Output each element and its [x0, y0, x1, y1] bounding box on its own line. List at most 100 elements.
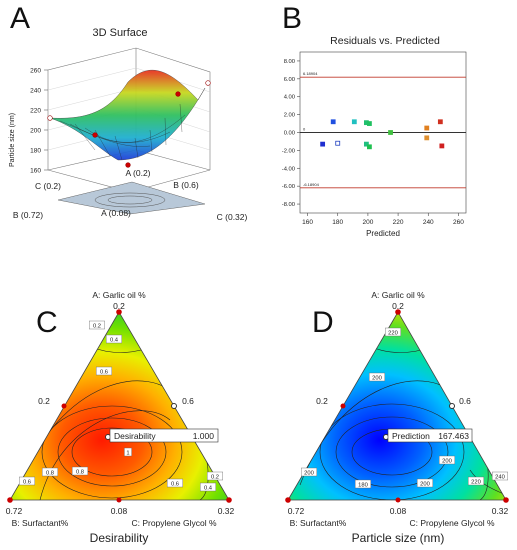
panel-c-letter: C [36, 306, 58, 339]
edge-value-left: 0.2 [38, 396, 50, 406]
contour-label-box [301, 467, 318, 477]
vertex-point-right [503, 497, 509, 503]
optimum-value: 1.000 [193, 431, 215, 441]
residual-point [439, 143, 445, 149]
axis-label-b-low: B (0.72) [13, 210, 43, 220]
edge-value-right: 0.6 [459, 396, 471, 406]
contour-label-box [385, 327, 402, 337]
contour-label: 0.8 [76, 470, 84, 476]
contour-label: 0.6 [23, 480, 31, 486]
contour-label: 0.2 [93, 324, 101, 330]
edge-value-right: 0.6 [182, 396, 194, 406]
x-axis-label: Predicted [366, 229, 400, 238]
x-tick-label: 180 [332, 219, 343, 226]
x-tick-label: 160 [302, 219, 313, 226]
y-tick-label: 6.00 [284, 77, 295, 83]
z-axis-label: Particle size (nm) [9, 113, 16, 167]
y-tick-label: 8.00 [284, 59, 295, 65]
y-tick-label: -4.00 [282, 166, 295, 172]
z-axis-ticks: 160 180 200 220 240 260 [30, 68, 48, 175]
optimum-label: Prediction [392, 431, 430, 441]
contour-label-box [492, 471, 509, 481]
optimum-value: 167.463 [438, 431, 469, 441]
z-tick-label: 260 [30, 68, 41, 75]
panel-c: C A: Garlic oil % 0.2 0.20.40.60.810.80.… [6, 290, 235, 545]
vertex-value-left: 0.72 [288, 506, 305, 516]
vertex-point-left [7, 497, 13, 503]
reference-lines: 6.18904 0 -6.18904 [300, 71, 466, 189]
design-point-marker [125, 162, 131, 168]
vertex-label-left: B: Surfactant% [290, 518, 347, 528]
panel-b-letter: B [282, 2, 302, 35]
z-tick-label: 220 [30, 108, 41, 115]
surface-mesh [59, 103, 186, 161]
contour-label-box [206, 471, 223, 481]
y-tick-label: 0.00 [284, 131, 295, 137]
vertex-label-right: C: Propylene Glycol % [131, 518, 216, 528]
contour-label-box [88, 320, 105, 330]
residual-point [363, 141, 369, 147]
contour-label: 0.4 [204, 486, 213, 492]
residual-point [424, 135, 430, 141]
optimum-label: Desirability [114, 431, 156, 441]
x-tick-label: 260 [453, 219, 464, 226]
x-tick-label: 200 [362, 219, 373, 226]
residual-point [367, 144, 372, 150]
design-point [61, 403, 67, 409]
y-tick-label: -8.00 [282, 202, 295, 208]
axis-label-c-low: C (0.32) [217, 212, 248, 222]
vertex-value-top: 0.2 [113, 301, 125, 311]
axis-label-c-high: C (0.2) [35, 181, 61, 191]
contour-value-labels: 220 200 180 200 200 220 240 200 [301, 327, 509, 489]
vertex-point-top [395, 309, 401, 315]
residual-point [351, 119, 357, 125]
vertex-value-right: 0.32 [492, 506, 509, 516]
ternary-plot [287, 311, 507, 501]
residual-point [335, 140, 341, 146]
design-point [116, 497, 122, 503]
vertex-label-top: A: Garlic oil % [92, 290, 146, 300]
x-tick-label: 220 [393, 219, 404, 226]
vertex-label-right: C: Propylene Glycol % [409, 518, 494, 528]
contour-label-box [199, 482, 216, 492]
contour-label: 0.8 [46, 471, 54, 477]
contour-label: 200 [304, 471, 314, 477]
contour-label-box [468, 476, 485, 486]
axis-label-b-high: B (0.6) [173, 180, 199, 190]
reference-line-label: 6.18904 [303, 71, 318, 76]
contour-label: 0.4 [110, 338, 119, 344]
contour-label-box [439, 455, 456, 465]
edge-value-left: 0.2 [316, 396, 328, 406]
edge-value-bottom: 0.08 [111, 506, 128, 516]
x-tick-label: 240 [423, 219, 434, 226]
vertex-point-right [226, 497, 232, 503]
contour-label: 0.6 [171, 482, 179, 488]
reference-line-label: 0 [303, 127, 306, 132]
design-point-marker [205, 80, 211, 86]
contour-label: 0.6 [100, 370, 108, 376]
design-points [47, 80, 211, 168]
contour-label: 240 [495, 475, 505, 481]
residual-point [424, 125, 430, 131]
contour-label: 1 [126, 451, 129, 457]
contour-label: 0.2 [211, 475, 219, 481]
vertex-label-top: A: Garlic oil % [371, 290, 425, 300]
panel-a-letter: A [10, 2, 30, 35]
panel-d: D A: Garlic oil % 0.2 220200180200200220… [285, 290, 509, 545]
residual-point [388, 130, 393, 135]
contour-label-box [355, 479, 372, 489]
design-point-marker [47, 115, 53, 121]
y-tick-label: -6.00 [282, 184, 295, 190]
design-point [171, 403, 177, 409]
z-tick-label: 160 [30, 168, 41, 175]
contour-label: 220 [471, 480, 481, 486]
contour-label-box [71, 466, 88, 476]
design-point-marker [92, 132, 98, 138]
contour-label: 200 [372, 376, 382, 382]
contour-label: 180 [358, 483, 368, 489]
vertex-label-left: B: Surfactant% [12, 518, 69, 528]
contour-value-labels: 0.2 0.4 0.6 0.8 1 0.8 0.6 0.4 0.2 0.6 [19, 320, 223, 492]
y-tick-label: 4.00 [284, 95, 295, 101]
design-point [395, 497, 401, 503]
vertex-value-top: 0.2 [392, 301, 404, 311]
